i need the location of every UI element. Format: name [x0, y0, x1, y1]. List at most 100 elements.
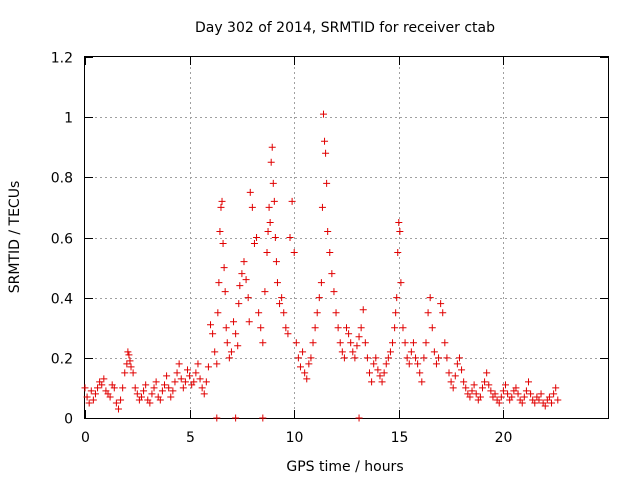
data-point — [311, 324, 319, 332]
data-point — [125, 351, 133, 359]
data-point — [112, 399, 120, 407]
data-point — [491, 390, 499, 398]
data-point — [478, 384, 486, 392]
data-point — [504, 390, 512, 398]
y-tick-label: 0 — [64, 412, 73, 428]
data-point — [198, 384, 206, 392]
data-point — [290, 249, 298, 257]
data-point — [353, 342, 361, 350]
data-point — [359, 306, 367, 314]
data-point — [441, 339, 449, 347]
data-point — [418, 378, 426, 386]
data-point — [148, 390, 156, 398]
data-point — [276, 300, 284, 308]
data-point — [142, 381, 150, 389]
data-point — [133, 390, 141, 398]
data-point — [220, 264, 228, 272]
data-point — [106, 393, 114, 401]
data-point — [213, 360, 221, 368]
data-point — [449, 384, 457, 392]
data-point — [554, 396, 562, 404]
data-point — [384, 354, 392, 362]
data-point — [221, 288, 229, 296]
data-point — [545, 393, 553, 401]
data-point — [518, 399, 526, 407]
data-point — [391, 324, 399, 332]
data-point — [173, 369, 181, 377]
data-point — [196, 375, 204, 383]
data-point — [351, 354, 359, 362]
data-point — [301, 369, 309, 377]
data-point — [94, 384, 102, 392]
data-point — [261, 288, 269, 296]
data-point — [334, 324, 342, 332]
data-point — [163, 372, 171, 380]
data-point — [420, 354, 428, 362]
data-point — [271, 234, 279, 241]
data-point — [414, 360, 422, 368]
data-point — [248, 203, 256, 211]
data-point — [401, 339, 409, 347]
data-point — [499, 387, 507, 395]
y-axis-label: SRMTID / TECUs — [7, 181, 23, 294]
data-point — [232, 414, 240, 422]
data-point — [527, 390, 535, 398]
data-point — [422, 339, 430, 347]
data-point — [117, 396, 125, 404]
data-point — [355, 414, 363, 422]
data-point — [234, 342, 242, 350]
data-point — [372, 354, 380, 362]
data-point — [253, 234, 261, 241]
data-point — [396, 227, 404, 235]
data-points — [81, 110, 562, 422]
data-point — [223, 339, 231, 347]
data-point — [345, 330, 353, 338]
data-point — [309, 339, 317, 347]
data-point — [305, 360, 313, 368]
data-point — [294, 354, 302, 362]
data-point — [236, 282, 244, 290]
y-tick-label: 0.8 — [51, 171, 73, 187]
data-point — [324, 227, 332, 235]
data-point — [175, 360, 183, 368]
data-point — [246, 188, 254, 196]
data-point — [156, 396, 164, 404]
data-point — [323, 179, 331, 187]
data-point — [286, 234, 294, 241]
data-point — [512, 384, 520, 392]
data-point — [462, 384, 470, 392]
data-point — [378, 378, 386, 386]
plot-frame — [84, 56, 609, 419]
data-point — [321, 137, 329, 145]
data-point — [437, 300, 445, 308]
data-point — [264, 227, 272, 235]
data-point — [535, 396, 543, 404]
data-point — [541, 402, 549, 410]
data-point — [146, 399, 154, 407]
data-point — [114, 405, 122, 413]
data-point — [424, 309, 432, 317]
data-point — [412, 354, 420, 362]
x-tick-label: 5 — [186, 430, 195, 446]
data-point — [270, 197, 278, 205]
data-point — [119, 384, 127, 392]
chart-title: Day 302 of 2014, SRMTID for receiver cta… — [195, 20, 495, 36]
data-point — [169, 387, 177, 395]
data-point — [131, 384, 139, 392]
data-point — [259, 339, 267, 347]
data-point — [330, 288, 338, 296]
data-point — [514, 390, 522, 398]
data-point — [257, 324, 265, 332]
y-tick-label: 0.2 — [51, 352, 73, 368]
y-tick-label: 0.4 — [51, 292, 73, 308]
data-point — [110, 384, 118, 392]
data-point — [435, 354, 443, 362]
data-point — [439, 309, 447, 317]
data-point — [215, 279, 223, 287]
data-point — [303, 375, 311, 383]
data-point — [282, 324, 290, 332]
data-point — [443, 354, 451, 362]
data-point — [192, 369, 200, 377]
data-point — [495, 399, 503, 407]
